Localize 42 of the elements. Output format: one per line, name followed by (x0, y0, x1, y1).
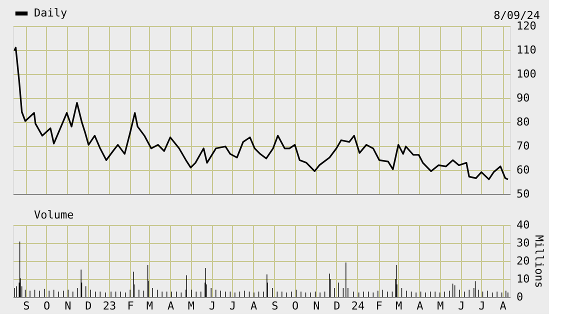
y-tick-label: 30 (516, 236, 530, 250)
x-tick-label: A (250, 300, 258, 312)
x-tick-label: D (334, 300, 340, 312)
x-tick-label: F (127, 300, 134, 312)
text: 8/09/24 (494, 9, 540, 22)
x-tick-label: S (23, 300, 30, 312)
x-tick-label: N (64, 300, 72, 312)
y-tick-label: 110 (516, 44, 536, 56)
x-tick-label: A (167, 300, 174, 312)
x-tick-label: M (146, 300, 154, 312)
y-tick-label: 120 (516, 20, 536, 32)
x-tick-label: J (478, 300, 486, 312)
y-tick-label: 70 (516, 140, 530, 152)
x-tick-label: 23 (102, 300, 116, 312)
x-tick-label: J (208, 300, 216, 312)
y-tick-label: 50 (516, 188, 530, 200)
x-tick-label: F (376, 300, 382, 312)
legend-label: Daily (34, 6, 68, 20)
x-tick-label: N (313, 300, 320, 312)
y-tick-label: 20 (516, 254, 530, 268)
line-series (14, 46, 509, 180)
y-tick-label: 100 (516, 68, 536, 80)
text: Volume (34, 208, 74, 222)
x-tick-label: A (500, 300, 507, 312)
x-tick-label: M (396, 300, 403, 312)
x-tick-label: M (437, 300, 444, 312)
x-tick-label: J (229, 300, 236, 312)
x-tick-label: J (458, 300, 465, 312)
y-tick-label: 80 (516, 116, 530, 128)
y-tick-label: 40 (516, 218, 530, 232)
y-tick-label: 10 (516, 272, 530, 286)
x-tick-label: A (416, 300, 424, 312)
y-axis-title: Millions (532, 235, 546, 288)
x-tick-label: D (85, 300, 92, 312)
x-tick-label: O (292, 300, 299, 312)
y-tick-label: 0 (516, 290, 524, 304)
x-tick-label: S (272, 300, 278, 312)
y-tick-label: 60 (516, 164, 530, 176)
x-tick-label: 24 (351, 300, 365, 312)
x-tick-label: O (44, 300, 50, 312)
x-tick-label: M (188, 300, 195, 312)
y-tick-label: 90 (516, 92, 530, 104)
